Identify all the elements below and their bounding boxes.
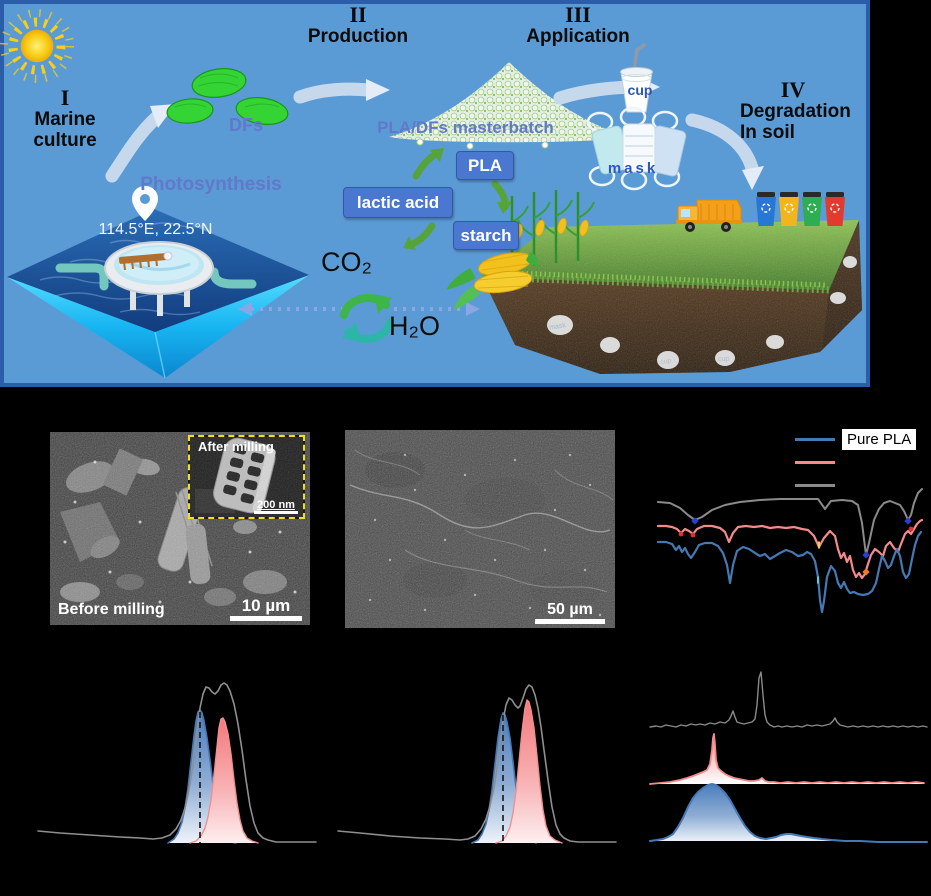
diatom-frustules-icon: [166, 68, 289, 125]
recycling-bins-icon: [756, 192, 845, 226]
legend-row-pink: [795, 454, 916, 470]
dfs-label: DFs: [228, 115, 263, 135]
inset-scalebar: 200 nm: [254, 499, 298, 514]
cup-icon: [620, 43, 653, 113]
stage-3-label: Application: [526, 26, 630, 47]
location-pin-icon: [132, 186, 158, 221]
marine-culture-platform: [7, 209, 309, 379]
arrow-dfs-to-masterbatch: [293, 79, 390, 104]
buried-cup-label-2: cup: [718, 356, 729, 363]
mask-text: mask: [607, 160, 659, 177]
legend-row-gray: [795, 477, 916, 493]
pla-box: PLA: [456, 151, 514, 180]
stage-4-label: Degradation In soil: [740, 101, 851, 144]
legend-swatch-gray: [795, 483, 835, 487]
coordinates-label: 114.5°E, 22.5°N: [98, 221, 213, 238]
sem-c-scale-bar: [535, 619, 605, 624]
cup-text: cup: [627, 82, 653, 98]
after-milling-label: After milling: [198, 439, 274, 454]
gpc-deconvolution-left: [37, 682, 317, 844]
sem-b-scale-text: 10 µm: [241, 596, 291, 615]
spectra-legend: Pure PLA: [795, 428, 917, 493]
legend-swatch-pink: [795, 460, 835, 464]
buried-cup-label-1: cup: [660, 357, 672, 366]
sem-c-scale-text: 50 µm: [547, 601, 593, 618]
before-milling-label: Before milling: [58, 601, 165, 618]
stage-3-numeral: III: [565, 2, 591, 27]
sem-b-scalebar: 10 µm: [230, 596, 302, 621]
inset-scale-text: 200 nm: [257, 499, 295, 511]
lactic-acid-box: lactic acid: [343, 187, 453, 218]
stage-application: III Application: [518, 2, 638, 48]
frustule-illustration: [190, 437, 303, 517]
legend-swatch-blue: [795, 437, 835, 441]
sem-b-scale-bar: [230, 616, 302, 621]
buried-plastics: [547, 256, 857, 369]
sem-texture-c: [345, 430, 615, 628]
stage-marine-culture: I Marine culture: [5, 87, 125, 152]
sem-before-milling: After milling 200 nm Before milling 10 µ…: [50, 432, 310, 625]
soil-block: mask cup cup: [481, 220, 862, 374]
corn-cobs-icon: [446, 252, 539, 310]
stage-production: II Production: [298, 2, 418, 48]
masterbatch-pellet-pile: [389, 62, 629, 150]
after-milling-inset: After milling 200 nm: [188, 435, 305, 519]
sem-composite-surface: 50 µm: [345, 430, 615, 628]
stage-2-numeral: II: [349, 2, 367, 27]
h2o-label: H₂O: [389, 311, 440, 341]
spectra-chart: [656, 488, 924, 614]
recycle-arrows-icon: [340, 293, 394, 344]
legend-label-pure-pla: Pure PLA: [842, 428, 917, 450]
inset-scale-bar: [254, 511, 298, 514]
cycle-arrows: [403, 148, 512, 250]
arrow-products-to-soil: [685, 113, 764, 190]
mask-icon: [586, 106, 687, 191]
stage-degradation: IV Degradation In soil: [718, 79, 868, 144]
diffraction-stack-chart: [649, 671, 928, 843]
stage-4-numeral: IV: [780, 77, 806, 102]
schematic-panel: mask cup cup: [0, 0, 870, 387]
photosynthesis-label: Photosynthesis: [140, 174, 282, 195]
sem-c-scalebar: 50 µm: [535, 601, 605, 624]
starch-box: starch: [453, 221, 519, 250]
co2-label: CO₂: [321, 247, 372, 277]
buried-mask-label: mask: [549, 322, 567, 331]
stage-1-label: Marine culture: [33, 109, 97, 152]
legend-row-pure-pla: Pure PLA: [795, 428, 917, 450]
schematic-illustration: mask cup cup: [0, 9, 862, 379]
sun-icon: [0, 9, 74, 83]
stage-1-numeral: I: [60, 85, 70, 110]
masterbatch-label: PLA/DFs masterbatch: [377, 118, 554, 137]
co2-exchange-dotted-arrows: [238, 302, 480, 316]
garbage-truck-icon: [676, 199, 742, 232]
gpc-deconvolution-middle: [337, 684, 617, 844]
stage-2-label: Production: [307, 26, 409, 47]
